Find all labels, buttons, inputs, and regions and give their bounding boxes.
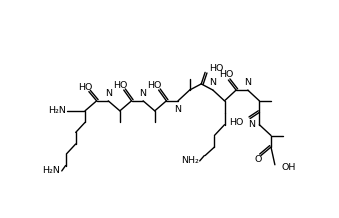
Text: HO: HO [113, 81, 127, 90]
Text: HO: HO [147, 81, 162, 90]
Text: N: N [244, 78, 251, 87]
Text: N: N [105, 89, 112, 98]
Text: H₂N: H₂N [48, 106, 66, 115]
Text: N: N [140, 89, 147, 98]
Text: H₂N: H₂N [42, 166, 60, 175]
Text: O: O [254, 155, 261, 164]
Text: HO: HO [78, 83, 92, 92]
Text: HO: HO [209, 64, 223, 73]
Text: HO: HO [230, 118, 244, 127]
Text: N: N [248, 120, 256, 129]
Text: N: N [210, 78, 216, 87]
Text: N: N [175, 105, 181, 114]
Text: NH₂: NH₂ [181, 156, 199, 165]
Text: HO: HO [219, 70, 233, 79]
Text: OH: OH [281, 163, 296, 172]
